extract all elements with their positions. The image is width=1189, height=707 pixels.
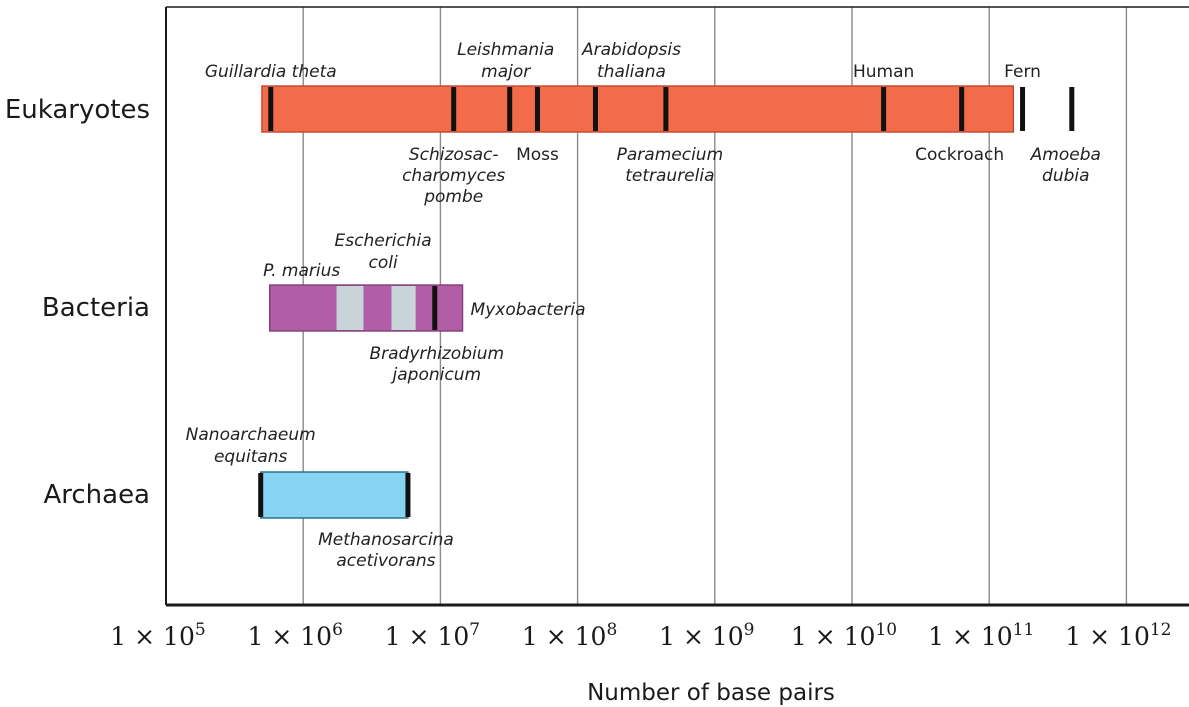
escherichia-coli-label: Escherichia coli <box>335 231 432 273</box>
guillardia-theta-marker <box>268 87 274 131</box>
leishmania-major-marker <box>507 87 513 131</box>
bradyrhizobium-japonicum-label: Bradyrhizobium japonicum <box>369 344 504 385</box>
archaea-range-bar <box>259 471 409 519</box>
arabidopsis-thaliana-label: Arabidopsis thaliana <box>581 40 681 82</box>
cockroach-label: Cockroach <box>915 145 1004 165</box>
p-marius-label: P. marius <box>263 261 340 281</box>
methanosarcina-acetivorans-marker <box>405 473 411 517</box>
bacteria-highlight-band <box>391 286 416 330</box>
paramecium-tetraurelia-label: Paramecium tetraurelia <box>617 145 724 186</box>
human-marker <box>881 87 887 131</box>
x-tick-label: 1 × 105 <box>110 620 205 651</box>
fern-label: Fern <box>1004 62 1041 82</box>
moss-marker <box>534 87 540 131</box>
x-tick-label: 1 × 107 <box>385 620 480 651</box>
x-tick-label: 1 × 1010 <box>791 620 897 651</box>
nanoarchaeum-equitans-marker <box>258 473 264 517</box>
archaea-label: Archaea <box>43 480 150 510</box>
eukaryotes-range-bar <box>261 85 1015 133</box>
schizosaccharomyces-pombe-marker <box>451 87 457 131</box>
nanoarchaeum-equitans-label: Nanoarchaeum equitans <box>186 425 316 467</box>
paramecium-tetraurelia-marker <box>663 87 669 131</box>
arabidopsis-thaliana-marker <box>592 87 598 131</box>
amoeba-dubia-label: Amoeba dubia <box>1030 145 1101 186</box>
x-axis-title: Number of base pairs <box>587 680 835 706</box>
leishmania-major-label: Leishmania major <box>457 40 554 82</box>
myxobacteria-label: Myxobacteria <box>471 300 586 320</box>
human-label: Human <box>853 62 914 82</box>
fern-marker <box>1020 87 1026 131</box>
bradyrhizobium-japonicum-marker <box>432 286 438 330</box>
cockroach-marker <box>959 87 965 131</box>
x-tick-label: 1 × 108 <box>522 620 617 651</box>
guillardia-theta-label: Guillardia theta <box>205 62 337 82</box>
bacteria-highlight-band <box>336 286 364 330</box>
amoeba-dubia-marker <box>1069 87 1075 131</box>
schizosaccharomyces-pombe-label: Schizosac-charomyces pombe <box>402 145 505 207</box>
x-tick-label: 1 × 109 <box>659 620 754 651</box>
bacteria-label: Bacteria <box>42 293 150 323</box>
methanosarcina-acetivorans-label: Methanosarcina acetivorans <box>318 530 454 571</box>
x-tick-label: 1 × 1011 <box>928 620 1034 651</box>
x-tick-label: 1 × 106 <box>248 620 343 651</box>
moss-label: Moss <box>516 145 559 165</box>
eukaryotes-label: Eukaryotes <box>5 95 150 125</box>
bacteria-range-bar <box>269 284 464 332</box>
x-tick-label: 1 × 1012 <box>1065 620 1171 651</box>
